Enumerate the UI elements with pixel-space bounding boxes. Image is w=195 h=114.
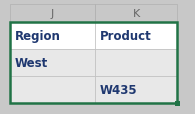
Text: W435: W435 [100,83,138,96]
Bar [175,101,180,106]
Text: J: J [51,9,54,19]
Bar [10,23,95,50]
Bar [10,50,95,76]
Bar [95,23,177,50]
Bar [95,5,177,23]
Text: West: West [15,57,48,69]
Text: K: K [132,9,140,19]
Bar [10,5,95,23]
Bar [95,76,177,103]
Bar [10,76,95,103]
Bar [95,50,177,76]
Text: Region: Region [15,30,61,43]
Text: Product: Product [100,30,152,43]
Bar [10,23,177,103]
